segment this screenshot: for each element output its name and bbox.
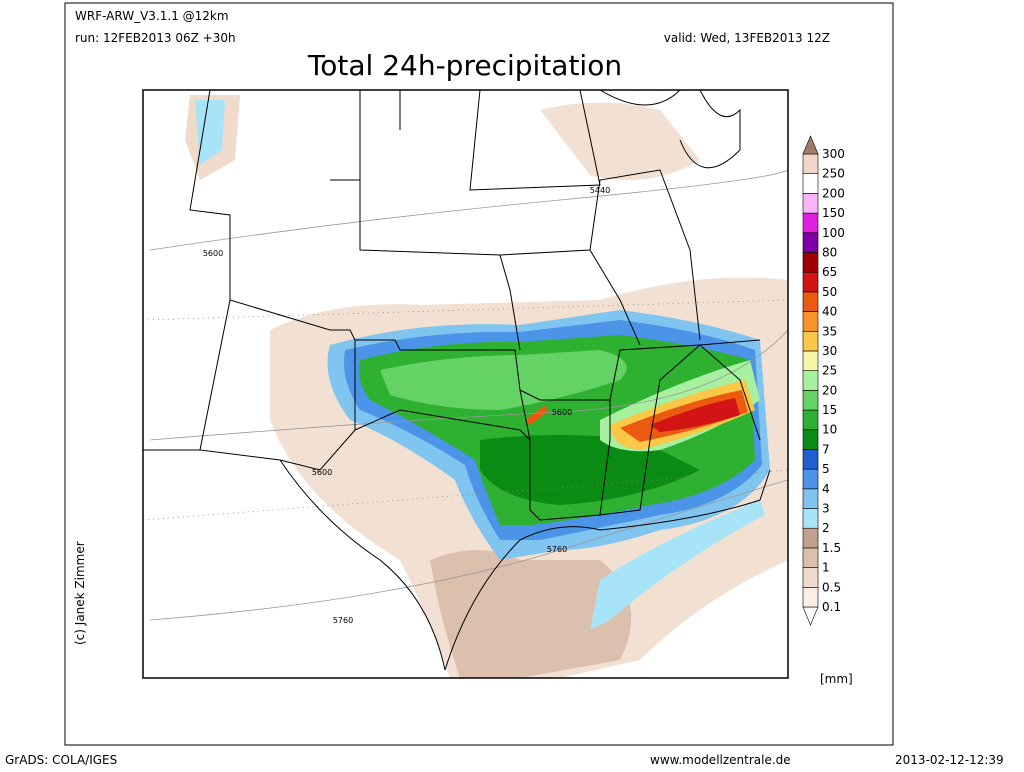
credit: (c) Janek Zimmer: [73, 541, 87, 645]
colorbar-tick-label: 40: [822, 305, 837, 319]
colorbar-tick-label: 1.5: [822, 541, 841, 555]
colorbar-tick-label: 80: [822, 245, 837, 259]
contour-label: 5760: [547, 545, 567, 554]
colorbar-box: [802, 567, 819, 588]
colorbar-tick-label: 2: [822, 521, 830, 535]
colorbar-tick-label: 0.5: [822, 580, 841, 594]
colorbar-tick-label: 10: [822, 423, 837, 437]
colorbar-tick-label: 5: [822, 462, 830, 476]
colorbar-box: [802, 587, 819, 608]
contour-label: 5600: [312, 468, 332, 477]
contour-label: 5760: [333, 616, 353, 625]
colorbar-box: [802, 232, 819, 253]
colorbar-box: [802, 212, 819, 234]
colorbar-tick-label: 4: [822, 482, 830, 496]
colorbar-tick-label: 7: [822, 442, 830, 456]
colorbar-tick-label: 100: [822, 226, 845, 240]
colorbar: 0.1 0.5 1 1.5 2 3 4 5 7 10 15 20 25 30 35 40 50 65 80 100 15…: [802, 135, 845, 626]
colorbar-tick-label: 15: [822, 403, 837, 417]
footer-website: www.modellzentrale.de: [650, 753, 791, 767]
colorbar-tick-label: 1: [822, 561, 830, 575]
colorbar-box: [802, 330, 819, 352]
colorbar-box: [802, 449, 819, 470]
colorbar-box: [802, 468, 819, 490]
colorbar-box: [802, 193, 819, 214]
colorbar-box: [802, 350, 819, 371]
footer-timestamp: 2013-02-12-12:39: [895, 753, 1004, 767]
colorbar-box: [802, 488, 819, 509]
colorbar-tick-label: 250: [822, 167, 845, 181]
footer-software: GrADS: COLA/IGES: [5, 753, 117, 767]
colorbar-box: [802, 291, 819, 312]
colorbar-box: [802, 370, 819, 391]
colorbar-box: [802, 508, 819, 529]
colorbar-tick-label: 150: [822, 206, 845, 220]
contour-label: 5440: [590, 186, 610, 195]
colorbar-tick-label: 50: [822, 285, 837, 299]
colorbar-tick-label: 300: [822, 147, 845, 161]
run-label: run: 12FEB2013 06Z +30h: [75, 31, 236, 45]
title: Total 24h-precipitation: [307, 49, 622, 82]
contour-label: 5600: [203, 249, 223, 258]
colorbar-box: [802, 547, 819, 568]
colorbar-box: [802, 153, 819, 174]
model-label: WRF-ARW_V3.1.1 @12km: [75, 9, 229, 23]
map: [142, 89, 789, 679]
colorbar-box: [802, 527, 819, 549]
colorbar-box: [802, 252, 819, 273]
colorbar-box: [802, 311, 819, 332]
colorbar-tick-label: 20: [822, 383, 837, 397]
colorbar-box: [802, 429, 819, 450]
colorbar-tick-label: 25: [822, 364, 837, 378]
colorbar-tick-label: 200: [822, 186, 845, 200]
colorbar-box: [802, 173, 819, 194]
contour-label: 5600: [552, 408, 572, 417]
colorbar-box: [802, 271, 819, 293]
valid-label: valid: Wed, 13FEB2013 12Z: [664, 31, 830, 45]
colorbar-box: [802, 390, 819, 411]
colorbar-box: [802, 409, 819, 431]
colorbar-end: [802, 135, 819, 155]
unit-label: [mm]: [820, 672, 853, 686]
colorbar-tick-label: 0.1: [822, 600, 841, 614]
colorbar-tick-label: 3: [822, 502, 830, 516]
colorbar-tick-label: 35: [822, 324, 837, 338]
colorbar-tick-label: 65: [822, 265, 837, 279]
colorbar-tick-label: 30: [822, 344, 837, 358]
